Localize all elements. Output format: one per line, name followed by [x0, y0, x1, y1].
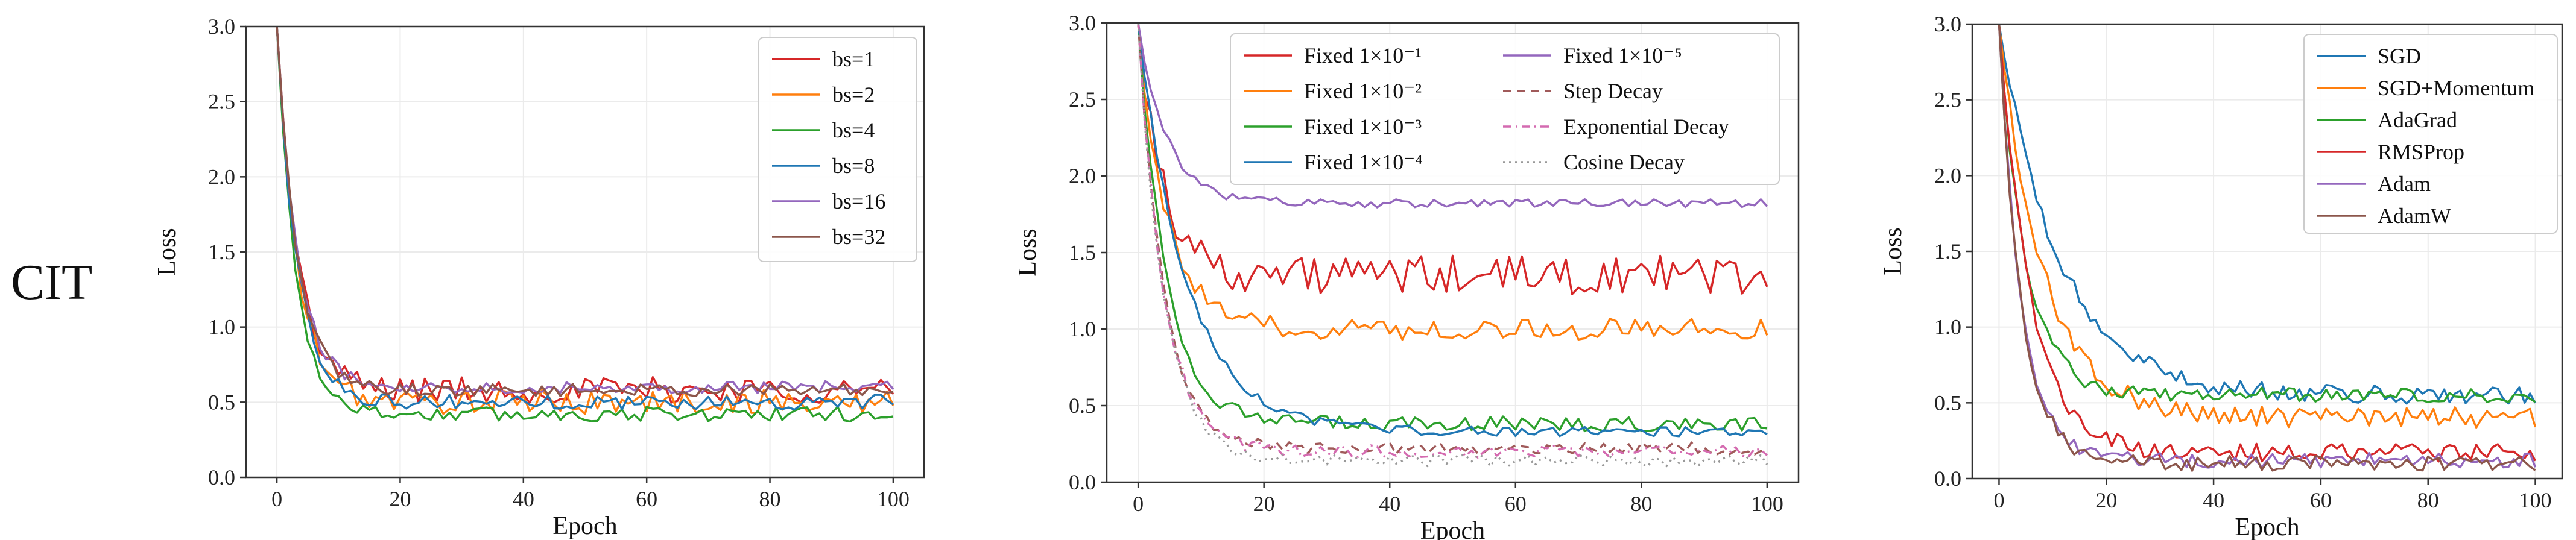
legend-label: bs=8: [832, 154, 875, 178]
series-line-4: [1998, 24, 2537, 463]
x-tick-label: 80: [1630, 492, 1652, 516]
y-tick-label: 0.5: [208, 390, 235, 414]
y-axis-label: Loss: [1879, 227, 1907, 275]
legend-label: bs=4: [832, 118, 875, 142]
y-tick-label: 0.0: [1069, 470, 1096, 494]
legend-label: AdaGrad: [2378, 108, 2457, 132]
series-line-3: [1998, 24, 2536, 403]
x-tick-label: 20: [2095, 488, 2117, 512]
x-tick-label: 100: [1751, 492, 1783, 516]
legend-label: bs=32: [832, 225, 885, 249]
y-tick-label: 2.0: [1069, 164, 1096, 188]
chart-learning-rate: 0 20 40 60 80 100 0.0 0.5 1.0 1.5 2.0 2.5 3.0 Epoch Lo…: [1014, 11, 1800, 540]
x-tick-label: 40: [2203, 488, 2224, 512]
y-tick-label: 2.5: [1069, 87, 1096, 111]
series-line-1: [1137, 22, 1768, 295]
legend-box: [2303, 34, 2558, 234]
y-tick-label: 0.0: [1934, 466, 1961, 491]
x-tick-label: 0: [1133, 492, 1144, 516]
y-tick-label: 1.5: [1934, 239, 1961, 263]
y-axis-label: Loss: [153, 228, 181, 275]
y-tick-label: 2.0: [1934, 163, 1961, 187]
x-tick-label: 80: [759, 487, 781, 511]
y-axis-label: Loss: [1014, 228, 1042, 276]
series-line-5: [1998, 24, 2537, 469]
x-tick-label: 80: [2417, 488, 2439, 512]
y-tick-label: 3.0: [208, 14, 235, 39]
x-tick-label: 0: [271, 487, 282, 511]
legend-label: Fixed 1×10⁻¹: [1304, 43, 1422, 68]
legend-label: Fixed 1×10⁻⁵: [1563, 43, 1682, 68]
x-tick-label: 100: [2519, 488, 2552, 512]
series-line-5: [276, 26, 894, 394]
x-tick-label: 60: [1505, 492, 1527, 516]
legend-label: bs=2: [832, 83, 875, 107]
legend-label: SGD: [2378, 44, 2421, 68]
x-tick-label: 20: [389, 487, 411, 511]
y-tick-label: 1.5: [208, 240, 235, 264]
series-line-6: [276, 26, 894, 397]
legend-box: [758, 37, 917, 262]
y-tick-label: 3.0: [1069, 11, 1096, 35]
y-tick-label: 0.0: [208, 465, 235, 489]
series-line-3: [276, 26, 894, 423]
series-line-5: [1137, 22, 1768, 209]
legend-label: Exponential Decay: [1563, 115, 1729, 139]
legend-label: Fixed 1×10⁻³: [1304, 115, 1422, 139]
series-line-7: [1137, 22, 1768, 459]
legend-label: Fixed 1×10⁻⁴: [1304, 150, 1423, 174]
x-tick-label: 40: [513, 487, 534, 511]
y-tick-label: 1.0: [1069, 317, 1096, 341]
y-tick-label: 2.0: [208, 165, 235, 189]
legend-label: SGD+Momentum: [2378, 76, 2534, 100]
series-line-2: [1137, 22, 1768, 341]
y-tick-label: 1.0: [1934, 315, 1961, 339]
legend-box: [1230, 33, 1780, 185]
legend-label: AdamW: [2378, 204, 2451, 228]
y-tick-label: 0.5: [1934, 391, 1961, 415]
x-tick-label: 40: [1379, 492, 1400, 516]
series-line-2: [1998, 24, 2537, 429]
legend-label: bs=16: [832, 189, 885, 213]
x-tick-label: 100: [877, 487, 910, 511]
x-tick-label: 60: [636, 487, 657, 511]
chart-batch-size: 0 20 40 60 80 100 0.0 0.5 1.0 1.5 2.0 2.5 3.0 Epoch Lo…: [153, 14, 925, 540]
series-line-8: [1137, 22, 1768, 468]
legend-label: Fixed 1×10⁻²: [1304, 79, 1422, 103]
legend-label: Cosine Decay: [1563, 150, 1685, 174]
legend-label: Step Decay: [1563, 79, 1663, 103]
x-tick-label: 20: [1253, 492, 1275, 516]
y-tick-label: 2.5: [1934, 88, 1961, 112]
series-line-3: [1137, 22, 1768, 433]
y-tick-label: 3.0: [1934, 12, 1961, 36]
row-label: CIT: [11, 254, 93, 310]
series-line-4: [276, 26, 894, 411]
y-tick-label: 1.5: [1069, 240, 1096, 265]
y-tick-label: 1.0: [208, 315, 235, 339]
series-line-6: [1998, 24, 2536, 472]
legend-label: Adam: [2378, 172, 2431, 196]
series-line-4: [1137, 22, 1768, 438]
legend-label: RMSProp: [2378, 140, 2464, 164]
legend-label: bs=1: [832, 47, 875, 71]
x-tick-label: 0: [1993, 488, 2004, 512]
y-tick-label: 2.5: [208, 90, 235, 114]
series-line-6: [1137, 22, 1768, 456]
x-axis-label: Epoch: [1420, 517, 1485, 540]
x-axis-label: Epoch: [552, 512, 617, 540]
chart-optimizer: 0 20 40 60 80 100 0.0 0.5 1.0 1.5 2.0 2.5 3.0 Epoch Lo…: [1879, 12, 2563, 540]
x-tick-label: 60: [2310, 488, 2332, 512]
y-tick-label: 0.5: [1069, 394, 1096, 418]
x-axis-label: Epoch: [2235, 513, 2299, 540]
